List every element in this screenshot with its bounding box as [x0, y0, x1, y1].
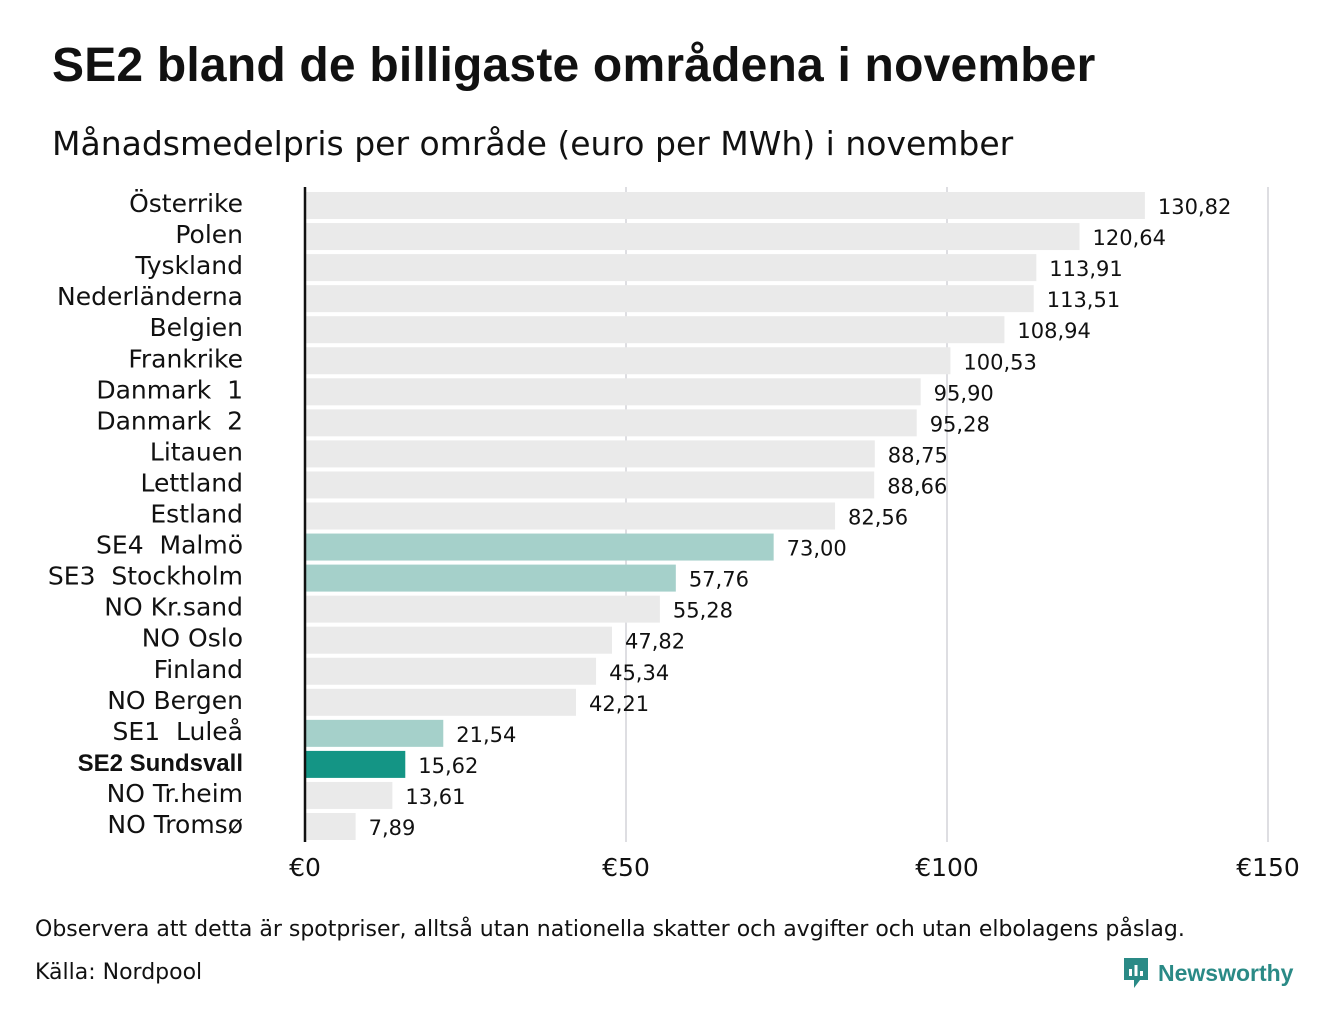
bar-3 — [305, 285, 1034, 313]
value-label-2: 113,91 — [1049, 257, 1122, 281]
value-label-13: 55,28 — [673, 599, 733, 623]
bar-17 — [305, 719, 444, 747]
bar-5 — [305, 347, 951, 375]
value-labels: 130,82 120,64 113,91 113,51 108,94 100,53 95,9… — [369, 195, 1232, 840]
category-label-6: Danmark 1 — [96, 375, 243, 404]
bar-15 — [305, 657, 597, 685]
value-label-20: 7,89 — [369, 816, 416, 840]
bar-13 — [305, 595, 660, 623]
value-label-10: 82,56 — [848, 506, 908, 530]
category-label-15: Finland — [154, 655, 243, 684]
bars — [305, 192, 1145, 840]
category-label-7: Danmark 2 — [96, 406, 243, 435]
footnote: Observera att detta är spotpriser, allts… — [35, 917, 1185, 942]
bar-9 — [305, 471, 875, 499]
x-tick-label-50: €50 — [602, 853, 650, 882]
value-label-19: 13,61 — [405, 785, 465, 809]
category-label-11: SE4 Malmö — [96, 531, 243, 560]
category-label-8: Litauen — [150, 437, 243, 466]
category-label-0: Österrike — [129, 189, 243, 218]
category-label-20: NO Tromsø — [107, 810, 243, 839]
value-label-7: 95,28 — [930, 412, 990, 436]
value-label-1: 120,64 — [1093, 226, 1166, 250]
value-label-0: 130,82 — [1158, 195, 1231, 219]
value-label-3: 113,51 — [1047, 288, 1120, 312]
bar-14 — [305, 626, 613, 654]
category-label-12: SE3 Stockholm — [48, 562, 243, 591]
category-label-16: NO Bergen — [107, 686, 243, 715]
bar-2 — [305, 254, 1037, 282]
bar-4 — [305, 316, 1005, 344]
bar-10 — [305, 502, 836, 530]
bar-12 — [305, 564, 676, 592]
bar-19 — [305, 781, 393, 809]
bar-1 — [305, 223, 1080, 251]
category-label-19: NO Tr.heim — [107, 779, 243, 808]
value-label-17: 21,54 — [456, 723, 516, 747]
bar-7 — [305, 409, 917, 437]
value-label-15: 45,34 — [609, 661, 669, 685]
value-label-12: 57,76 — [689, 568, 749, 592]
category-label-13: NO Kr.sand — [104, 593, 243, 622]
chart-title: SE2 bland de billigaste områdena i novem… — [52, 39, 1096, 92]
category-label-14: NO Oslo — [142, 624, 243, 653]
value-label-6: 95,90 — [934, 381, 994, 405]
category-label-4: Belgien — [149, 313, 243, 342]
category-label-10: Estland — [150, 500, 243, 529]
value-label-4: 108,94 — [1017, 319, 1090, 343]
x-tick-labels: €0 €50 €100 €150 — [289, 853, 1300, 882]
category-label-1: Polen — [175, 220, 243, 249]
x-tick-label-150: €150 — [1236, 853, 1300, 882]
category-label-18: SE2 Sundsvall — [78, 750, 243, 777]
bar-6 — [305, 378, 921, 406]
value-label-14: 47,82 — [625, 630, 685, 654]
category-labels: ÖsterrikePolenTysklandNederländernaBelgi… — [48, 189, 243, 839]
category-label-5: Frankrike — [128, 344, 243, 373]
newsworthy-logo-icon — [1124, 958, 1148, 988]
bar-16 — [305, 688, 576, 716]
bar-20 — [305, 813, 356, 840]
x-tick-label-100: €100 — [915, 853, 979, 882]
bar-chart: ÖsterrikePolenTysklandNederländernaBelgi… — [48, 187, 1300, 882]
category-label-2: Tyskland — [134, 251, 243, 280]
value-label-16: 42,21 — [589, 692, 649, 716]
value-label-18: 15,62 — [418, 754, 478, 778]
newsworthy-logo[interactable]: Newsworthy — [1122, 955, 1293, 991]
category-label-9: Lettland — [141, 468, 243, 497]
chart-subtitle: Månadsmedelpris per område (euro per MWh… — [52, 124, 1014, 163]
x-tick-label-0: €0 — [289, 853, 321, 882]
value-label-9: 88,66 — [887, 474, 947, 498]
value-label-8: 88,75 — [888, 443, 948, 467]
bar-18 — [305, 750, 406, 778]
value-label-11: 73,00 — [787, 537, 847, 561]
bar-0 — [305, 192, 1145, 219]
brand-name: Newsworthy — [1158, 959, 1294, 986]
bar-8 — [305, 440, 875, 468]
bar-11 — [305, 533, 774, 561]
source-label: Källa: Nordpool — [35, 960, 203, 985]
category-label-17: SE1 Luleå — [113, 717, 243, 746]
category-label-3: Nederländerna — [57, 282, 243, 311]
value-label-5: 100,53 — [963, 350, 1036, 374]
